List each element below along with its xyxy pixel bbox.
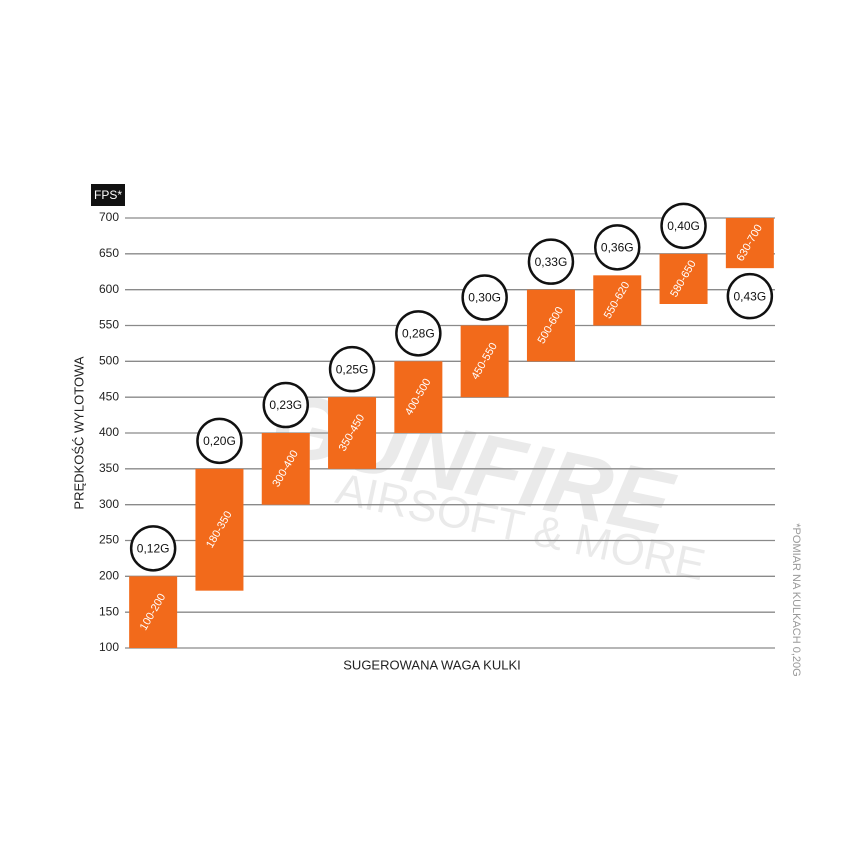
x-axis-title: SUGEROWANA WAGA KULKI — [343, 657, 520, 672]
y-tick-label: 550 — [99, 318, 119, 332]
bar — [394, 361, 443, 433]
category-label: 0,12G — [137, 542, 170, 556]
unit-badge — [91, 184, 125, 206]
y-tick-label: 350 — [99, 461, 119, 475]
weight-badge — [527, 238, 575, 285]
category-label: 0,25G — [336, 362, 369, 376]
bar — [328, 397, 377, 469]
bar — [593, 275, 642, 326]
y-tick-label: 250 — [99, 533, 119, 547]
category-label: 0,36G — [601, 241, 634, 255]
footnote: *POMIAR NA KULKACH 0,20G — [790, 523, 802, 676]
bar — [659, 253, 708, 304]
y-tick-label: 400 — [99, 425, 119, 439]
category-label: 0,20G — [203, 434, 236, 448]
y-axis-title: PRĘDKOŚĆ WYLOTOWA — [71, 356, 86, 509]
y-tick-label: 100 — [99, 640, 119, 654]
category-label: 0,40G — [667, 219, 700, 233]
y-tick-label: 600 — [99, 282, 119, 296]
weight-badge — [328, 345, 376, 393]
y-tick-label: 500 — [99, 354, 119, 368]
weight-badge — [395, 310, 442, 357]
category-label: 0,30G — [468, 291, 501, 305]
weight-badge — [726, 272, 774, 320]
bar — [725, 218, 774, 269]
y-tick-label: 700 — [99, 210, 119, 224]
y-tick-label: 300 — [99, 497, 119, 511]
weight-badge — [660, 202, 707, 250]
bar — [526, 289, 575, 362]
weight-badge — [129, 525, 177, 572]
weight-badge — [594, 224, 641, 271]
bar — [195, 468, 244, 591]
y-tick-label: 450 — [99, 389, 119, 403]
category-label: 0,43G — [733, 289, 766, 303]
unit-label: FPS* — [94, 188, 122, 202]
category-label: 0,33G — [535, 255, 568, 269]
y-tick-label: 650 — [99, 246, 119, 260]
bar — [129, 576, 178, 648]
bar — [460, 325, 509, 398]
weight-badge — [461, 274, 508, 321]
y-tick-label: 200 — [99, 569, 119, 583]
category-label: 0,28G — [402, 327, 435, 341]
bar — [261, 433, 310, 505]
y-tick-label: 150 — [99, 604, 119, 618]
weight-badge — [262, 381, 309, 429]
category-label: 0,23G — [269, 398, 302, 412]
weight-badge — [196, 417, 243, 465]
